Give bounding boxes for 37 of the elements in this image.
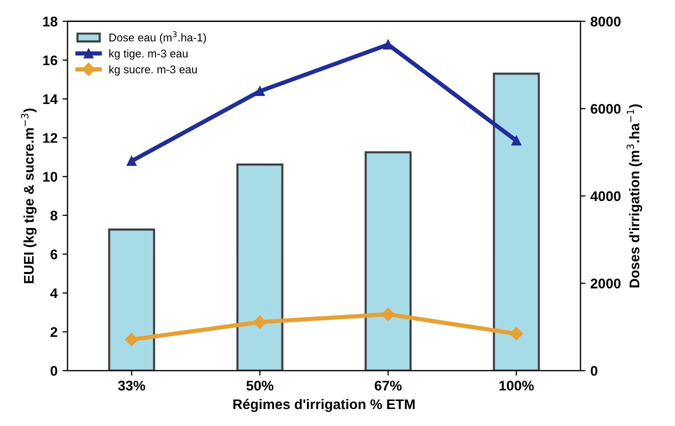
- x-tick-label: 100%: [499, 380, 534, 391]
- y2-tick-label: 8000: [590, 16, 621, 26]
- point: [383, 40, 393, 50]
- y2-tick-label: 2000: [590, 278, 621, 288]
- y-tick-label: 12: [43, 133, 58, 143]
- x-axis-title: Régimes d'irrigation % ETM: [233, 398, 415, 412]
- point: [510, 327, 523, 340]
- point: [253, 316, 266, 329]
- y-tick-label: 18: [43, 16, 58, 26]
- x-tick-label: 33%: [118, 380, 146, 391]
- y2-axis-title: Doses d'irrigation (m$^{3}$.ha$^{−1}$): [626, 104, 642, 288]
- bar: [108, 228, 156, 371]
- y-tick-label: 4: [50, 288, 58, 298]
- y2-tick-label: 6000: [590, 104, 621, 114]
- legend-label: kg tige. m-3 eau: [109, 49, 188, 60]
- legend-label: Dose eau (m$^{3}$.ha-1): [110, 31, 206, 44]
- bar: [492, 72, 540, 371]
- point: [125, 332, 138, 346]
- legend-label: kg sucre. m-3 eau: [109, 65, 197, 76]
- bar: [364, 151, 412, 371]
- point: [255, 86, 265, 96]
- y-tick-label: 14: [43, 94, 58, 104]
- y2-tick-label: 4000: [590, 191, 621, 202]
- y-axis-title: EUEI (kg tige & sucre.m$^{−3}$): [21, 108, 37, 284]
- x-tick-label: 50%: [246, 380, 274, 391]
- point: [126, 156, 136, 166]
- y-tick-label: 2: [50, 327, 58, 337]
- y-tick-label: 0: [50, 366, 58, 376]
- y-tick-label: 8: [50, 210, 58, 221]
- y-tick-label: 16: [43, 55, 58, 66]
- y-tick-label: 6: [50, 250, 58, 260]
- point: [382, 308, 395, 321]
- y2-tick-label: 0: [590, 366, 598, 376]
- x-tick-label: 67%: [374, 380, 402, 391]
- point: [512, 136, 522, 146]
- bar: [236, 163, 284, 371]
- y-tick-label: 10: [43, 172, 58, 182]
